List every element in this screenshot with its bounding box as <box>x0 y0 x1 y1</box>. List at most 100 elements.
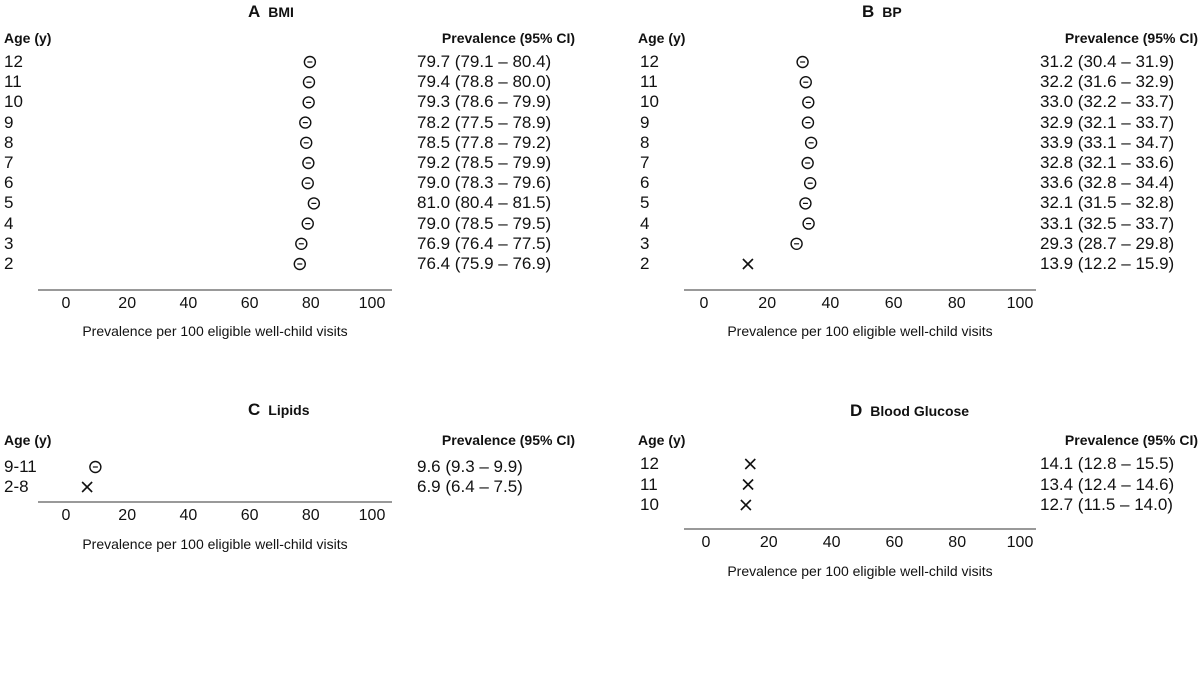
prevalence-ci: 78.2 (77.5 – 78.9) <box>417 112 552 132</box>
age-label: 9 <box>640 112 650 132</box>
point-ring <box>803 176 817 190</box>
data-point-circle <box>300 136 313 150</box>
plot-area <box>684 458 1036 530</box>
age-label: 11 <box>640 72 658 92</box>
age-label: 10 <box>4 92 23 112</box>
x-axis-label: Prevalence per 100 eligible well-child v… <box>82 323 348 339</box>
data-point-circle <box>307 197 321 210</box>
row-header: Age (y) <box>638 432 686 448</box>
data-point-circle <box>303 55 317 69</box>
prevalence-ci: 33.1 (32.5 – 33.7) <box>1040 213 1175 233</box>
panel-b: B BP Age (y) Prevalence (95% CI) 12 31.2 (30.… <box>600 0 1200 339</box>
age-label: 2 <box>4 254 14 273</box>
point-ring <box>300 136 313 150</box>
point-ring <box>802 217 815 230</box>
x-tick-label: 60 <box>240 295 259 312</box>
row-header: Age (y) <box>4 30 52 46</box>
data-point-circle <box>802 96 815 109</box>
prevalence-ci: 79.3 (78.6 – 79.9) <box>417 92 552 112</box>
age-label: 12 <box>640 454 659 473</box>
age-label: 8 <box>4 132 14 152</box>
point-ring <box>295 237 308 251</box>
cross-stroke <box>740 499 752 511</box>
age-label: 5 <box>4 193 14 213</box>
age-label: 12 <box>4 52 23 71</box>
cross-stroke <box>742 478 754 491</box>
point-ring <box>307 197 321 210</box>
data-point-circle <box>299 116 312 129</box>
point-ring <box>301 176 314 190</box>
data-point-circle <box>293 257 306 271</box>
point-ring <box>801 156 814 170</box>
prevalence-ci: 79.4 (78.8 – 80.0) <box>417 72 552 92</box>
age-label: 9-11 <box>4 457 37 476</box>
x-tick-label: 40 <box>821 295 840 312</box>
x-tick-label: 0 <box>699 295 709 312</box>
point-ring <box>89 460 102 474</box>
panel-letter: A <box>248 2 261 21</box>
data-point-cross <box>742 258 754 270</box>
panel-name: Lipids <box>268 402 310 418</box>
point-ring <box>790 237 803 251</box>
age-label: 7 <box>4 153 14 172</box>
point-ring <box>801 116 815 129</box>
data-point-cross <box>740 499 752 511</box>
age-label: 8 <box>640 132 650 152</box>
age-label: 10 <box>640 495 659 514</box>
prevalence-ci: 32.8 (32.1 – 33.6) <box>1040 153 1175 172</box>
point-ring <box>293 257 306 271</box>
prevalence-ci: 14.1 (12.8 – 15.5) <box>1040 454 1175 473</box>
age-label: 3 <box>640 233 650 253</box>
prevalence-ci: 79.0 (78.5 – 79.5) <box>417 213 552 233</box>
value-header: Prevalence (95% CI) <box>1064 432 1198 448</box>
data-point-circle <box>801 156 814 170</box>
age-label: 2 <box>640 254 650 273</box>
age-label: 11 <box>640 474 658 494</box>
age-label: 11 <box>4 72 22 92</box>
x-axis-label: Prevalence per 100 eligible well-child v… <box>727 323 993 339</box>
point-ring <box>802 96 815 109</box>
prevalence-ci: 79.7 (79.1 – 80.4) <box>417 52 552 71</box>
age-label: 5 <box>640 193 650 213</box>
age-label: 6 <box>4 173 14 193</box>
data-point-circle <box>802 217 815 230</box>
x-tick-label: 80 <box>947 295 966 312</box>
prevalence-ci: 31.2 (30.4 – 31.9) <box>1040 52 1175 71</box>
data-point-circle <box>796 55 809 69</box>
prevalence-ci: 78.5 (77.8 – 79.2) <box>417 132 552 152</box>
point-ring <box>799 75 812 89</box>
data-point-circle <box>295 237 308 251</box>
x-tick-label: 0 <box>61 295 71 312</box>
age-label: 10 <box>640 92 659 112</box>
age-label: 4 <box>640 213 650 233</box>
panel-d: D Blood Glucose Age (y) Prevalence (95% CI)… <box>600 400 1200 687</box>
age-label: 4 <box>4 213 14 233</box>
point-ring <box>796 55 809 69</box>
data-point-circle <box>790 237 803 251</box>
x-axis-label: Prevalence per 100 eligible well-child v… <box>82 536 348 552</box>
row-header: Age (y) <box>638 30 686 46</box>
point-ring <box>299 116 312 129</box>
x-axis-label: Prevalence per 100 eligible well-child v… <box>727 563 993 579</box>
prevalence-ci: 76.9 (76.4 – 77.5) <box>417 233 552 253</box>
x-tick-label: 100 <box>1006 295 1034 312</box>
x-tick-label: 60 <box>884 295 903 312</box>
point-ring <box>303 55 317 69</box>
x-tick-label: 60 <box>885 534 904 551</box>
x-tick-label: 20 <box>758 295 777 312</box>
data-point-cross <box>81 481 93 493</box>
forest-plot-figure: A BMI Age (y) Prevalence (95% CI) 12 79.7 (79… <box>4 0 1200 579</box>
x-tick-label: 20 <box>118 295 137 312</box>
data-point-circle <box>301 176 314 190</box>
plot-area <box>38 460 392 503</box>
x-tick-label: 0 <box>701 534 711 551</box>
data-point-circle <box>89 460 102 474</box>
prevalence-ci: 32.1 (31.5 – 32.8) <box>1040 193 1175 213</box>
x-tick-label: 100 <box>358 507 386 524</box>
age-label: 12 <box>640 52 659 71</box>
data-point-circle <box>799 75 812 89</box>
x-tick-label: 40 <box>179 507 198 524</box>
value-header: Prevalence (95% CI) <box>1064 30 1198 46</box>
point-ring <box>799 197 812 210</box>
panel-letter: C <box>248 400 261 419</box>
